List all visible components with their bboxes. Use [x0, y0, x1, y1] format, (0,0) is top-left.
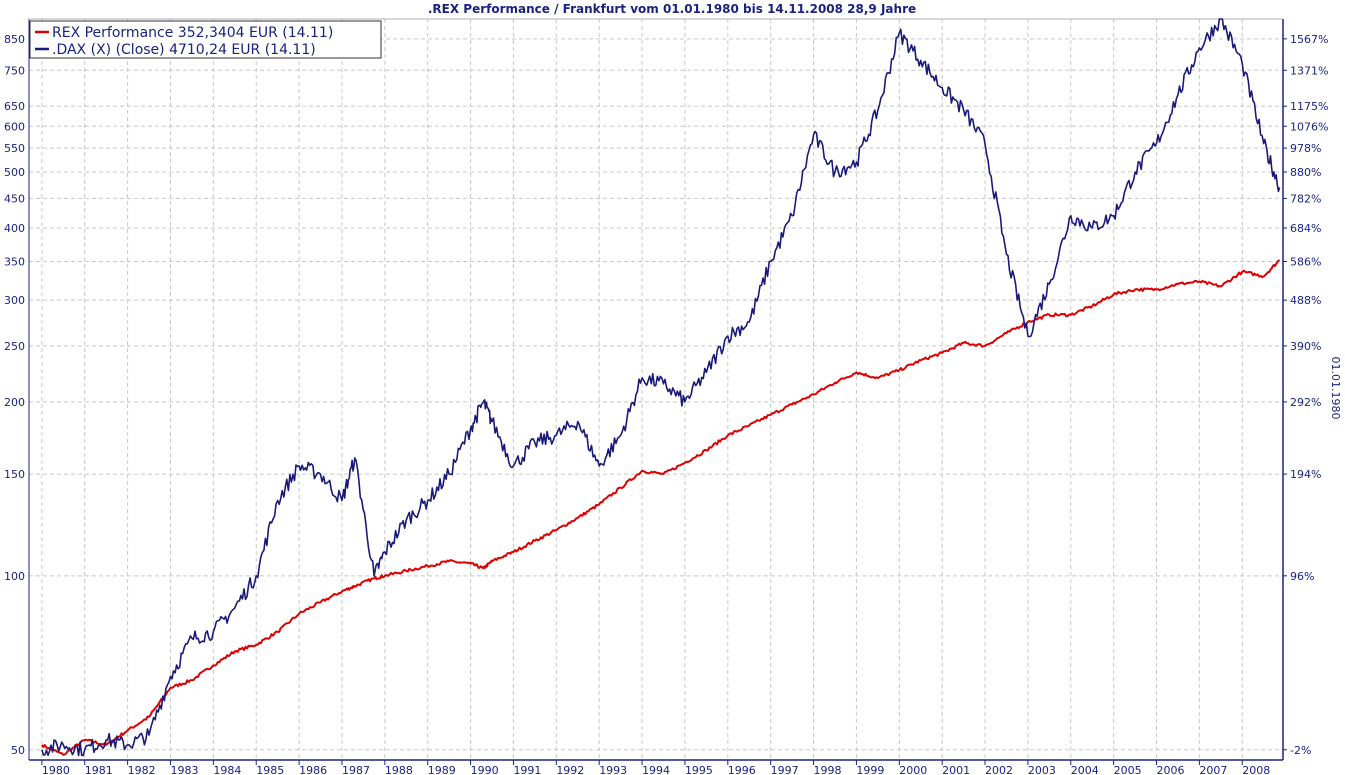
x-tick-label: 1998: [814, 764, 842, 775]
x-tick-label: 1989: [428, 764, 456, 775]
y-tick-label-right: 586%: [1290, 255, 1321, 268]
x-tick-label: 2001: [942, 764, 970, 775]
legend: REX Performance 352,3404 EUR (14.11).DAX…: [29, 20, 382, 59]
y-tick-label-right: 1175%: [1290, 100, 1328, 113]
y-tick-label-right: 1076%: [1290, 120, 1328, 133]
x-tick-label: 1991: [513, 764, 541, 775]
x-tick-label: 1993: [599, 764, 627, 775]
x-tick-label: 1994: [642, 764, 670, 775]
y-tick-label-left: 600: [4, 120, 25, 133]
x-tick-label: 2005: [1114, 764, 1142, 775]
series-line-rex: [41, 259, 1281, 756]
y-tick-label-left: 450: [4, 192, 25, 205]
series-line-dax: [41, 18, 1281, 757]
y-tick-label-left: 400: [4, 222, 25, 235]
y-tick-label-right: 292%: [1290, 396, 1321, 409]
y-tick-label-right: 1371%: [1290, 64, 1328, 77]
chart-title: .REX Performance / Frankfurt vom 01.01.1…: [428, 2, 916, 16]
y-tick-label-right: 194%: [1290, 468, 1321, 481]
x-tick-label: 2003: [1028, 764, 1056, 775]
y-tick-label-right: 782%: [1290, 192, 1321, 205]
x-tick-label: 1984: [213, 764, 241, 775]
x-tick-label: 1992: [556, 764, 584, 775]
x-tick-label: 1997: [771, 764, 799, 775]
x-tick-label: 1983: [170, 764, 198, 775]
plot-area: [29, 19, 1283, 760]
legend-label: REX Performance 352,3404 EUR (14.11): [52, 25, 333, 41]
x-tick-label: 1988: [385, 764, 413, 775]
y-tick-label-left: 850: [4, 33, 25, 46]
x-tick-label: 1996: [728, 764, 756, 775]
legend-label: .DAX (X) (Close) 4710,24 EUR (14.11): [52, 42, 316, 58]
y-tick-label-right: 978%: [1290, 142, 1321, 155]
side-label: 01.01.1980: [1329, 357, 1342, 420]
x-tick-label: 1987: [342, 764, 370, 775]
y-tick-label-left: 750: [4, 64, 25, 77]
x-tick-label: 2000: [899, 764, 927, 775]
y-tick-label-left: 500: [4, 166, 25, 179]
y-tick-label-left: 650: [4, 100, 25, 113]
x-tick-label: 2004: [1071, 764, 1099, 775]
y-tick-label-right: 684%: [1290, 222, 1321, 235]
y-tick-label-right: 880%: [1290, 166, 1321, 179]
y-tick-label-left: 50: [11, 744, 25, 757]
x-tick-label: 1981: [85, 764, 113, 775]
y-tick-label-right: 390%: [1290, 340, 1321, 353]
y-tick-label-right: 488%: [1290, 294, 1321, 307]
x-tick-label: 2008: [1242, 764, 1270, 775]
grid-lines: [29, 19, 1283, 760]
y-tick-label-left: 250: [4, 340, 25, 353]
x-tick-label: 1999: [856, 764, 884, 775]
y-tick-label-left: 550: [4, 142, 25, 155]
legend-box: [29, 20, 382, 59]
x-tick-label: 1995: [685, 764, 713, 775]
y-tick-label-left: 150: [4, 468, 25, 481]
y-tick-label-right: -2%: [1290, 744, 1311, 757]
y-tick-label-left: 100: [4, 570, 25, 583]
y-tick-label-right: 96%: [1290, 570, 1314, 583]
series-lines: [41, 18, 1281, 757]
x-tick-label: 1985: [256, 764, 284, 775]
x-tick-label: 1982: [128, 764, 156, 775]
y-tick-label-right: 1567%: [1290, 33, 1328, 46]
x-tick-label: 1986: [299, 764, 327, 775]
x-tick-label: 2006: [1157, 764, 1185, 775]
x-tick-label: 2007: [1199, 764, 1227, 775]
x-tick-label: 1980: [42, 764, 70, 775]
axes: 1980 1981 1982 1983 1984 1985 1986 1987 1988 1989…: [4, 18, 1328, 775]
x-tick-label: 2002: [985, 764, 1013, 775]
y-tick-label-left: 200: [4, 396, 25, 409]
y-tick-label-left: 300: [4, 294, 25, 307]
x-tick-label: 1990: [471, 764, 499, 775]
y-tick-label-left: 350: [4, 255, 25, 268]
